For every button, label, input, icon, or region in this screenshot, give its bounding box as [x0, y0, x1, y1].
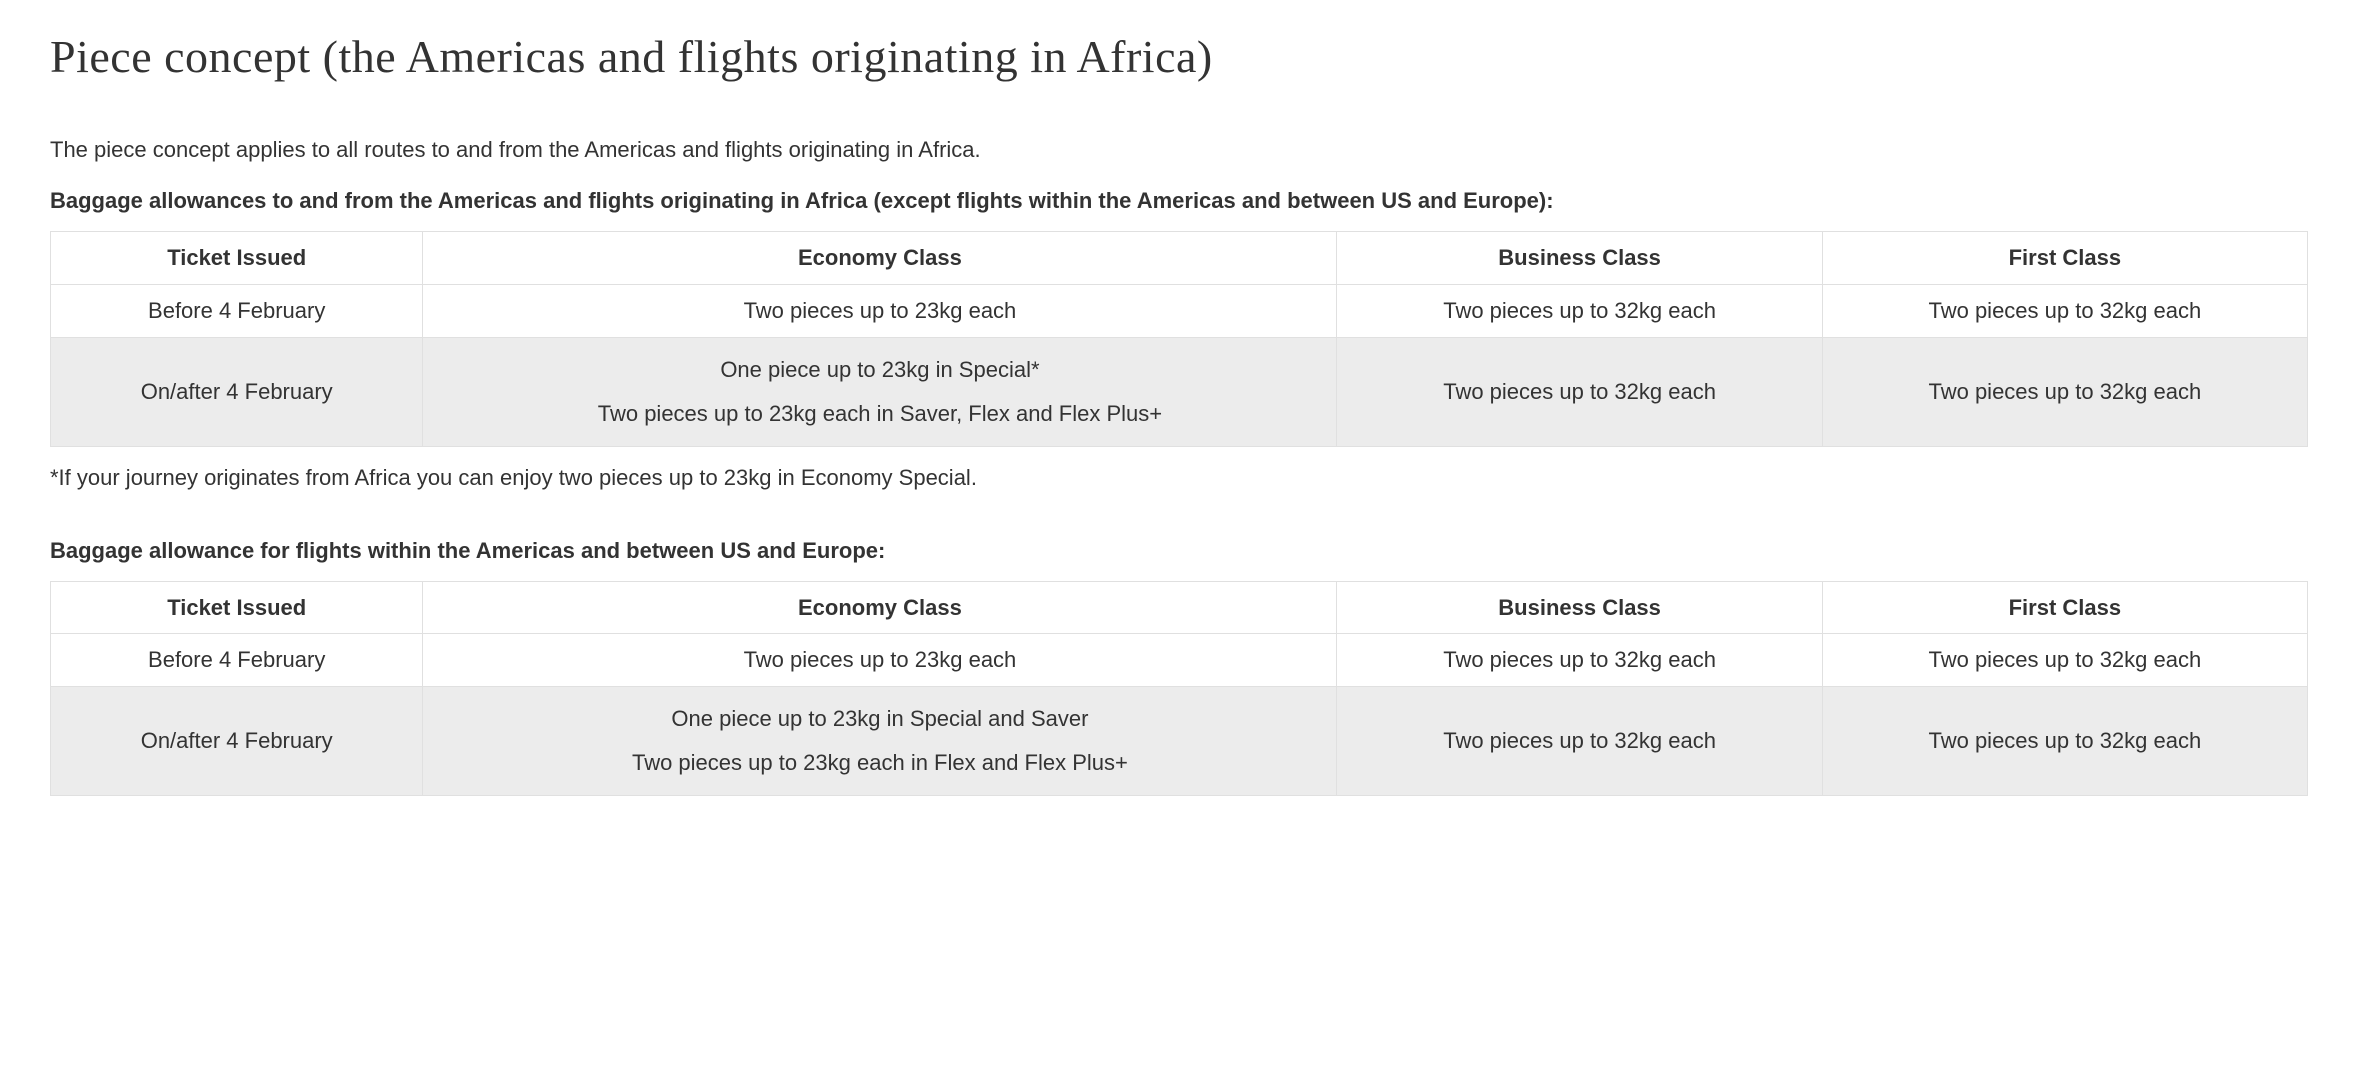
col-business-class: Business Class [1337, 232, 1822, 285]
cell-ticket: Before 4 February [51, 284, 423, 337]
allowance-table-2: Ticket Issued Economy Class Business Cla… [50, 581, 2308, 797]
cell-ticket: On/after 4 February [51, 337, 423, 446]
cell-economy: One piece up to 23kg in Special and Save… [423, 687, 1337, 796]
col-first-class: First Class [1822, 581, 2307, 634]
cell-economy: Two pieces up to 23kg each [423, 284, 1337, 337]
table-row: On/after 4 February One piece up to 23kg… [51, 687, 2308, 796]
cell-first: Two pieces up to 32kg each [1822, 687, 2307, 796]
cell-business: Two pieces up to 32kg each [1337, 337, 1822, 446]
col-economy-class: Economy Class [423, 581, 1337, 634]
col-first-class: First Class [1822, 232, 2307, 285]
cell-business: Two pieces up to 32kg each [1337, 634, 1822, 687]
cell-economy-line1: One piece up to 23kg in Special and Save… [437, 697, 1322, 741]
col-business-class: Business Class [1337, 581, 1822, 634]
col-ticket-issued: Ticket Issued [51, 232, 423, 285]
cell-ticket: Before 4 February [51, 634, 423, 687]
table1-footnote: *If your journey originates from Africa … [50, 461, 2308, 494]
table2-caption: Baggage allowance for flights within the… [50, 534, 2308, 567]
cell-first: Two pieces up to 32kg each [1822, 284, 2307, 337]
cell-economy-line1: One piece up to 23kg in Special* [437, 348, 1322, 392]
allowance-table-1: Ticket Issued Economy Class Business Cla… [50, 231, 2308, 447]
table-header-row: Ticket Issued Economy Class Business Cla… [51, 581, 2308, 634]
cell-economy-line2: Two pieces up to 23kg each in Saver, Fle… [437, 392, 1322, 436]
cell-first: Two pieces up to 32kg each [1822, 634, 2307, 687]
cell-first: Two pieces up to 32kg each [1822, 337, 2307, 446]
table-row: Before 4 February Two pieces up to 23kg … [51, 634, 2308, 687]
intro-text: The piece concept applies to all routes … [50, 133, 2308, 166]
cell-business: Two pieces up to 32kg each [1337, 687, 1822, 796]
cell-economy: One piece up to 23kg in Special* Two pie… [423, 337, 1337, 446]
table-header-row: Ticket Issued Economy Class Business Cla… [51, 232, 2308, 285]
cell-economy-line2: Two pieces up to 23kg each in Flex and F… [437, 741, 1322, 785]
table1-caption: Baggage allowances to and from the Ameri… [50, 184, 2308, 217]
cell-economy: Two pieces up to 23kg each [423, 634, 1337, 687]
cell-ticket: On/after 4 February [51, 687, 423, 796]
table-row: Before 4 February Two pieces up to 23kg … [51, 284, 2308, 337]
table-row: On/after 4 February One piece up to 23kg… [51, 337, 2308, 446]
col-ticket-issued: Ticket Issued [51, 581, 423, 634]
col-economy-class: Economy Class [423, 232, 1337, 285]
page-title: Piece concept (the Americas and flights … [50, 30, 2308, 83]
cell-business: Two pieces up to 32kg each [1337, 284, 1822, 337]
